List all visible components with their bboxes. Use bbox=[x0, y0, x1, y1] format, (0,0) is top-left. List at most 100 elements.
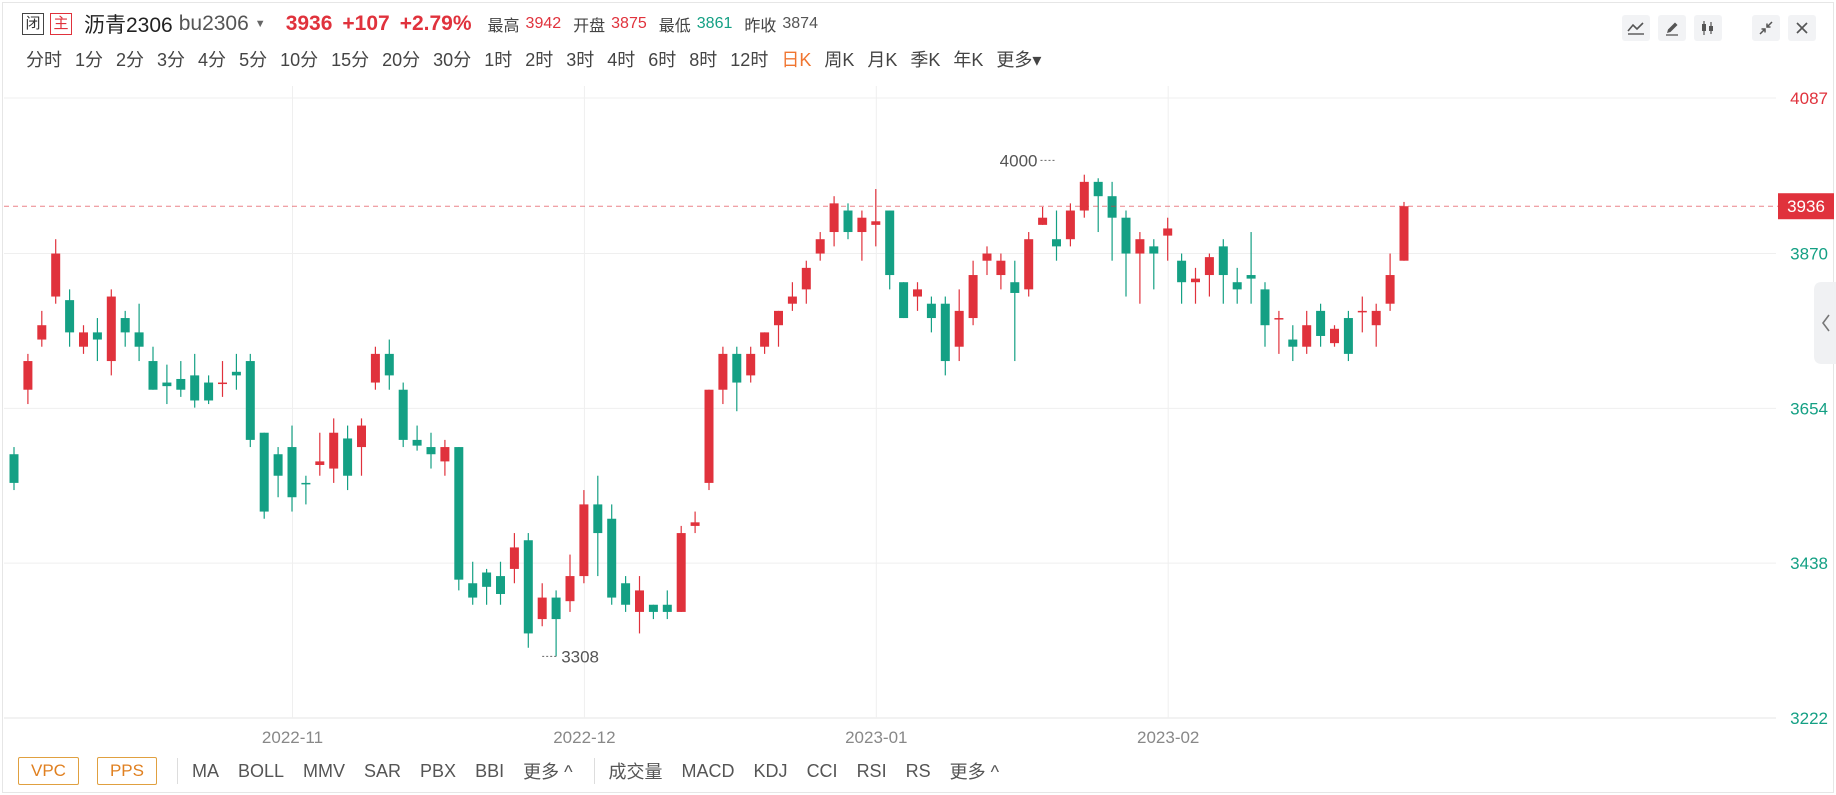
chevron-left-icon[interactable] bbox=[1822, 314, 1830, 332]
candle-body bbox=[843, 210, 853, 233]
indicator-pbx[interactable]: PBX bbox=[420, 760, 457, 781]
current-price-tag bbox=[1778, 193, 1834, 220]
overlay-vpc-button[interactable]: VPC bbox=[18, 757, 79, 785]
max-annotation-label: 4000 bbox=[1000, 151, 1038, 170]
candle-body bbox=[1288, 339, 1298, 347]
candle-body bbox=[1330, 328, 1339, 344]
period-tab[interactable]: 5分 bbox=[239, 50, 268, 70]
period-tab[interactable]: 30分 bbox=[433, 50, 472, 70]
candle-body bbox=[92, 332, 102, 340]
indicator-ma[interactable]: MA bbox=[192, 760, 219, 781]
period-tab[interactable]: 年K bbox=[953, 50, 984, 70]
period-tab[interactable]: 更多▾ bbox=[996, 50, 1042, 70]
indicator-volume[interactable]: 成交量 bbox=[608, 762, 663, 782]
candle-body bbox=[79, 332, 88, 347]
candle-body bbox=[1121, 217, 1131, 254]
y-tick-label: 3654 bbox=[1790, 399, 1828, 418]
period-tab[interactable]: 3分 bbox=[157, 50, 186, 70]
divider bbox=[177, 758, 178, 784]
symbol-code[interactable]: bu2306 bbox=[178, 12, 249, 35]
current-price-label: 3936 bbox=[1787, 197, 1825, 216]
indicator-boll[interactable]: BOLL bbox=[238, 760, 285, 781]
candle-body bbox=[579, 504, 589, 577]
period-tab[interactable]: 分时 bbox=[26, 50, 62, 70]
period-tab[interactable]: 1时 bbox=[484, 50, 513, 70]
x-tick-label: 2022-11 bbox=[262, 728, 323, 747]
y-tick-label: 3222 bbox=[1790, 709, 1828, 728]
candle-body bbox=[954, 310, 964, 347]
period-tab[interactable]: 2时 bbox=[525, 50, 554, 70]
candle-body bbox=[801, 267, 811, 290]
period-tab[interactable]: 20分 bbox=[382, 50, 421, 70]
period-tab[interactable]: 4时 bbox=[607, 50, 636, 70]
period-tab[interactable]: 15分 bbox=[331, 50, 370, 70]
indicator-bar: VPC PPS MA BOLL MMV SAR PBX BBI 更多 ^ 成交量… bbox=[18, 756, 1018, 786]
period-tab[interactable]: 12时 bbox=[730, 50, 769, 70]
close-icon[interactable] bbox=[1788, 15, 1816, 41]
period-tab[interactable]: 10分 bbox=[280, 50, 319, 70]
candle-body bbox=[315, 461, 325, 465]
period-tab[interactable]: 4分 bbox=[198, 50, 227, 70]
min-annotation-label: 3308 bbox=[561, 647, 599, 666]
sub-indicator-more[interactable]: 更多 ^ bbox=[949, 762, 1000, 782]
candle-body bbox=[482, 572, 492, 587]
indicator-mmv[interactable]: MMV bbox=[303, 760, 346, 781]
indicator-rs[interactable]: RS bbox=[905, 760, 931, 781]
candle-body bbox=[899, 282, 909, 319]
candle-body bbox=[1218, 246, 1228, 276]
candle-body bbox=[1232, 282, 1242, 290]
candle-body bbox=[718, 353, 728, 390]
period-tab[interactable]: 8时 bbox=[689, 50, 718, 70]
period-tab[interactable]: 3时 bbox=[566, 50, 595, 70]
candle-body bbox=[468, 583, 478, 598]
candle-body bbox=[1191, 278, 1200, 283]
period-tab[interactable]: 1分 bbox=[75, 50, 104, 70]
candle-body bbox=[412, 439, 422, 446]
candle-body bbox=[760, 332, 770, 347]
indicator-rsi[interactable]: RSI bbox=[856, 760, 887, 781]
candle-body bbox=[996, 260, 1006, 276]
candle-body bbox=[857, 217, 867, 233]
closed-tag: 闭 bbox=[22, 13, 44, 35]
last-price: 3936 bbox=[285, 12, 333, 35]
symbol-name[interactable]: 沥青2306 bbox=[84, 14, 173, 37]
candle-body bbox=[1204, 257, 1214, 276]
candle-body bbox=[245, 361, 255, 440]
candle-body bbox=[509, 547, 519, 569]
period-tab[interactable]: 月K bbox=[867, 50, 898, 70]
candle-body bbox=[496, 576, 505, 594]
line-chart-icon[interactable] bbox=[1622, 15, 1650, 41]
indicator-cci[interactable]: CCI bbox=[806, 760, 838, 781]
candle-body bbox=[384, 353, 394, 376]
candle-body bbox=[732, 353, 742, 383]
high-label: 最高 bbox=[487, 18, 520, 35]
indicator-kdj[interactable]: KDJ bbox=[753, 760, 788, 781]
indicator-bbi[interactable]: BBI bbox=[475, 760, 505, 781]
candle-body bbox=[607, 518, 617, 598]
period-tab[interactable]: 6时 bbox=[648, 50, 677, 70]
pencil-icon[interactable] bbox=[1658, 15, 1686, 41]
candle-body bbox=[1093, 181, 1103, 197]
period-tab[interactable]: 周K bbox=[824, 50, 855, 70]
low-label: 最低 bbox=[658, 18, 691, 35]
candle-body bbox=[440, 447, 450, 462]
period-tab[interactable]: 季K bbox=[910, 50, 941, 70]
candlestick-icon[interactable] bbox=[1694, 15, 1722, 41]
candle-body bbox=[148, 361, 158, 390]
candle-body bbox=[635, 590, 644, 612]
candle-body bbox=[426, 447, 436, 455]
side-panel-toggle bbox=[1814, 282, 1836, 364]
shrink-icon[interactable] bbox=[1752, 15, 1780, 41]
symbol-dropdown-icon[interactable]: ▼ bbox=[254, 18, 266, 30]
period-tab[interactable]: 2分 bbox=[116, 50, 145, 70]
indicator-sar[interactable]: SAR bbox=[364, 760, 402, 781]
candle-body bbox=[1038, 217, 1048, 225]
indicator-macd[interactable]: MACD bbox=[681, 760, 735, 781]
main-indicator-more[interactable]: 更多 ^ bbox=[523, 762, 573, 782]
candle-body bbox=[1065, 210, 1075, 240]
overlay-pps-button[interactable]: PPS bbox=[96, 757, 157, 785]
candle-body bbox=[1107, 196, 1117, 218]
candle-body bbox=[982, 253, 992, 261]
period-tab[interactable]: 日K bbox=[781, 50, 812, 70]
